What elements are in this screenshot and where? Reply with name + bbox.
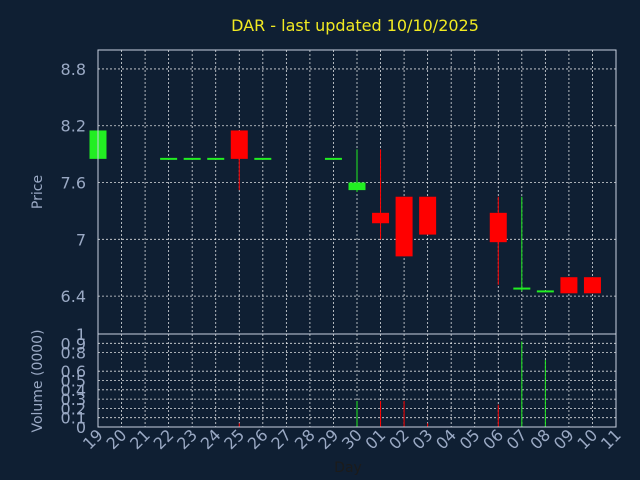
price-axis-label: Price: [30, 175, 46, 209]
price-tick-label: 7.6: [61, 174, 86, 193]
candle-body: [207, 157, 225, 160]
volume-tick-label: 0.5: [61, 372, 86, 391]
x-ticks: 1920212223242526272829300102030405060708…: [79, 425, 625, 453]
candle-body: [348, 182, 366, 191]
price-tick-label: 6.4: [61, 287, 86, 306]
candle-body: [513, 287, 531, 290]
volume-tick-label: 0.9: [61, 334, 86, 353]
candle-body: [160, 157, 178, 160]
volume-axis-label: Volume (0000): [30, 329, 46, 432]
chart-title: DAR - last updated 10/10/2025: [231, 16, 479, 35]
candle-body: [254, 157, 272, 160]
volume-tick-label: 0.1: [61, 409, 86, 428]
volume-tick-label: 0.8: [61, 344, 86, 363]
volume-tick-label: 0.2: [61, 399, 86, 418]
volume-tick-label: 0.3: [61, 390, 86, 409]
price-tick-label: 8.2: [61, 117, 86, 136]
candle-body: [372, 212, 390, 224]
volume-bars-group: [238, 341, 546, 427]
price-tick-label: 8.8: [61, 60, 86, 79]
candle-body: [583, 277, 601, 294]
volume-tick-label: 1: [76, 325, 86, 344]
candle-body: [183, 157, 201, 160]
candles-group: [89, 130, 601, 294]
candle-body: [395, 196, 413, 257]
volume-tick-label: 0.6: [61, 362, 86, 381]
price-y-ticks: 8.8 8.2 7.6 7 6.4: [61, 60, 86, 306]
volume-tick-label: 0.4: [61, 381, 86, 400]
candle-body: [536, 290, 554, 293]
price-tick-label: 7: [76, 230, 86, 249]
candle-body: [324, 157, 342, 160]
volume-tick-label: 0: [76, 418, 86, 437]
volume-y-ticks: 10.90.80.60.50.40.30.20.10: [61, 325, 86, 437]
candle-body: [230, 130, 248, 159]
x-axis-label: Day: [334, 460, 362, 476]
volume-panel-frame: [97, 333, 617, 428]
candle-body: [489, 212, 507, 243]
candle-body: [560, 277, 578, 294]
candle-body: [419, 196, 437, 235]
x-tick-label: 11: [597, 425, 625, 453]
